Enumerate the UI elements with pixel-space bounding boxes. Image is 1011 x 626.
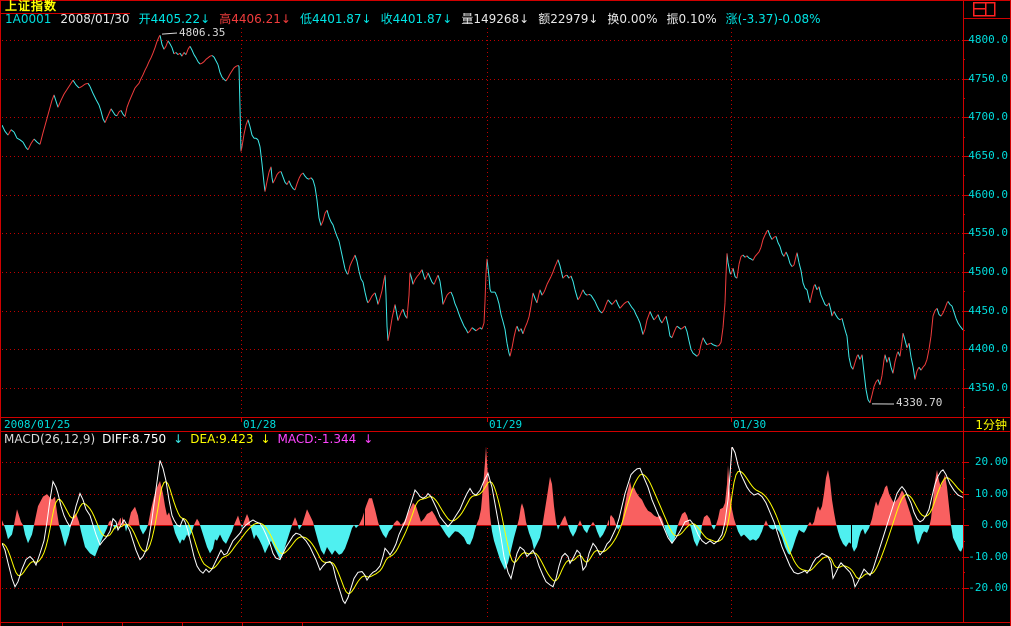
macd-tick-label-3: -10.00: [968, 550, 1008, 563]
price-tick-label-1: 4750.0: [968, 72, 1008, 85]
price-line: [2, 34, 963, 404]
price-tick-label-8: 4400.0: [968, 342, 1008, 355]
macd-tick-label-2: 0.00: [981, 518, 1009, 531]
stock-name-title: 上证指数: [5, 0, 58, 13]
macd-field-0: MACD(26,12,9): [4, 432, 96, 446]
quote-field-6: 量149268↓: [461, 12, 530, 26]
quote-field-2: 开4405.22↓: [138, 12, 211, 26]
macd-hist-positive: [2, 447, 963, 525]
date-label-0: 2008/01/25: [4, 418, 71, 431]
quote-field-10: 涨(-3.37)-0.08%: [725, 12, 821, 26]
quote-field-0: 1A0001: [5, 12, 52, 26]
date-label-1: 01/28: [243, 418, 277, 431]
quote-header-bar: 1A0001 2008/01/30 开4405.22↓ 高4406.21↓ 低4401.…: [5, 13, 821, 26]
gridlines: [2, 28, 963, 620]
macd-field-5: MACD:-1.344: [277, 432, 357, 446]
macd-field-4: ↓: [260, 432, 271, 446]
price-line-down: [2, 34, 963, 404]
macd-hist-negative: [2, 525, 963, 570]
macd-tick-label-0: 20.00: [974, 455, 1008, 468]
price-tick-label-7: 4450.0: [968, 304, 1008, 317]
macd-field-1: DIFF:8.750: [102, 432, 167, 446]
macd-field-6: ↓: [363, 432, 374, 446]
macd-header-bar: MACD(26,12,9) DIFF:8.750 ↓ DEA:9.423 ↓ MACD:-…: [4, 432, 373, 446]
price-tick-label-2: 4700.0: [968, 110, 1008, 123]
quote-field-9: 振0.10%: [666, 12, 717, 26]
price-tick-label-6: 4500.0: [968, 265, 1008, 278]
bottom-toolbar[interactable]: [0, 622, 1011, 626]
date-label-2: 01/29: [489, 418, 523, 431]
quote-field-5: 收4401.87↓: [380, 12, 453, 26]
window-layout-icon[interactable]: [972, 1, 996, 17]
macd-field-2: ↓: [173, 432, 184, 446]
macd-histogram: [2, 447, 963, 620]
diff-line: [2, 447, 963, 605]
macd-tick-label-4: -20.00: [968, 581, 1008, 594]
price-tick-label-4: 4600.0: [968, 188, 1008, 201]
macd-tick-label-1: 10.00: [974, 487, 1008, 500]
price-tick-label-9: 4350.0: [968, 381, 1008, 394]
dea-line: [2, 470, 963, 595]
macd-axis: 20.00 10.00 0.00 -10.00 -20.00: [963, 0, 1011, 626]
low-annotation: 4330.70: [896, 396, 943, 409]
high-annotation: 4806.35: [179, 26, 226, 39]
macd-lines: [2, 447, 963, 605]
quote-field-1: 2008/01/30: [60, 12, 130, 26]
price-axis: 4800.0 4750.0 4700.0 4650.0 4600.0 4550.0 4500…: [963, 0, 1011, 626]
price-tick-label-0: 4800.0: [968, 33, 1008, 46]
quote-field-7: 额22979↓: [538, 12, 599, 26]
annotation-connectors: [161, 32, 895, 405]
macd-field-3: DEA:9.423: [190, 432, 254, 446]
quote-field-4: 低4401.87↓: [299, 12, 372, 26]
period-label: 1分钟: [975, 418, 1007, 432]
date-label-3: 01/30: [733, 418, 767, 431]
price-tick-label-5: 4550.0: [968, 226, 1008, 239]
quote-field-8: 换0.00%: [607, 12, 658, 26]
quote-field-3: 高4406.21↓: [219, 12, 291, 26]
price-line-up: [7, 34, 949, 404]
price-tick-label-3: 4650.0: [968, 149, 1008, 162]
